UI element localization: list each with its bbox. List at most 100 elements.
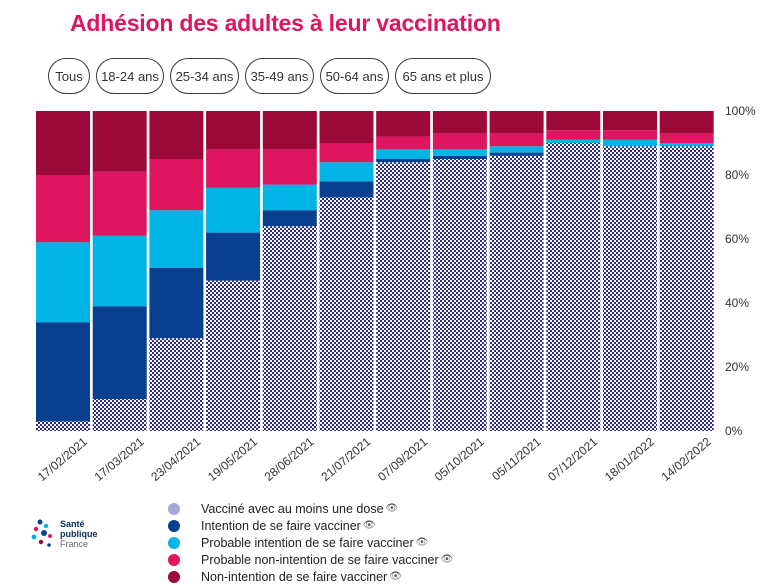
bar-segment-1-5[interactable]: [262, 226, 317, 431]
y-tick-label: 100%: [725, 104, 756, 118]
bar-segment-4-1[interactable]: [36, 175, 90, 243]
bar-segment-5-4[interactable]: [206, 111, 261, 150]
legend-label: Probable non-intention de se faire vacci…: [201, 552, 439, 567]
bar-segment-1-9[interactable]: [489, 155, 544, 432]
bar-segment-2-6[interactable]: [319, 181, 374, 198]
stacked-bar-chart: 0%20%40%60%80%100% 17/02/2021 17/03/2021 2…: [35, 104, 756, 484]
bar-segment-3-10[interactable]: [546, 139, 601, 143]
bar-segment-2-1[interactable]: [36, 322, 90, 422]
x-tick-label: 19/05/2021: [205, 434, 260, 484]
bar-segment-1-7[interactable]: [376, 162, 431, 431]
bar-segment-2-4[interactable]: [206, 232, 261, 281]
bar-segment-5-2[interactable]: [92, 111, 147, 172]
y-tick-label: 80%: [725, 168, 749, 182]
eye-icon[interactable]: 👁: [440, 554, 454, 565]
bar-segment-2-2[interactable]: [92, 306, 147, 399]
bar-segment-3-7[interactable]: [376, 149, 431, 159]
bar-segment-1-3[interactable]: [149, 338, 204, 431]
bar-segment-1-12[interactable]: [659, 146, 714, 431]
x-tick-label: 23/04/2021: [148, 434, 203, 484]
bar-segment-1-6[interactable]: [319, 197, 374, 431]
bar-segment-1-10[interactable]: [546, 143, 601, 431]
bar-segment-5-11[interactable]: [603, 111, 657, 131]
bar-segment-3-1[interactable]: [36, 242, 90, 323]
bar-segment-5-9[interactable]: [489, 111, 544, 134]
tab-50-64[interactable]: 50-64 ans: [320, 58, 389, 94]
legend-item-probable-non-intention[interactable]: Probable non-intention de se faire vacci…: [168, 551, 453, 568]
legend: Vacciné avec au moins une dose 👁 Intenti…: [168, 500, 453, 585]
legend-dot-icon: [168, 536, 180, 549]
x-tick-label: 18/01/2022: [602, 434, 657, 484]
bar-segment-3-3[interactable]: [149, 210, 204, 268]
chart-title: Adhésion des adultes à leur vaccination: [70, 10, 501, 36]
bar-segment-4-5[interactable]: [262, 149, 317, 185]
bar-segment-3-9[interactable]: [489, 146, 544, 153]
legend-dot-icon: [168, 502, 180, 515]
eye-icon[interactable]: 👁: [389, 571, 402, 582]
y-tick-label: 40%: [725, 296, 749, 310]
bar-segment-5-7[interactable]: [376, 111, 431, 137]
x-tick-label: 07/12/2021: [545, 434, 600, 484]
bar-segment-4-11[interactable]: [603, 130, 657, 140]
bar-segment-3-5[interactable]: [262, 184, 317, 211]
eye-icon[interactable]: 👁: [415, 537, 429, 548]
bar-segment-5-12[interactable]: [659, 111, 714, 134]
bar-segment-4-3[interactable]: [149, 159, 204, 211]
tab-35-49[interactable]: 35-49 ans: [245, 58, 314, 94]
bar-segment-4-4[interactable]: [206, 149, 261, 188]
bar-segment-4-8[interactable]: [432, 133, 487, 150]
bar-segment-4-2[interactable]: [92, 171, 147, 236]
tab-18-24[interactable]: 18-24 ans: [96, 58, 164, 94]
bar-segment-5-10[interactable]: [546, 111, 601, 131]
logo-text: Santé publique France: [60, 519, 98, 549]
bar-segment-4-7[interactable]: [376, 136, 431, 150]
bar-segment-4-12[interactable]: [659, 133, 714, 143]
y-tick-label: 0%: [725, 424, 743, 438]
bar-segment-5-8[interactable]: [432, 111, 487, 134]
bar-segment-3-4[interactable]: [206, 187, 261, 233]
bar-segment-2-8[interactable]: [432, 155, 487, 159]
bar-segment-2-3[interactable]: [149, 267, 204, 339]
bar-segment-1-4[interactable]: [206, 280, 261, 431]
bar-segment-2-9[interactable]: [489, 152, 544, 156]
bar-segment-3-2[interactable]: [92, 235, 147, 307]
tab-65-plus[interactable]: 65 ans et plus: [395, 58, 491, 94]
eye-icon[interactable]: 👁: [385, 503, 399, 514]
legend-label: Probable intention de se faire vacciner: [201, 535, 414, 550]
legend-item-probable-intention[interactable]: Probable intention de se faire vacciner …: [168, 534, 453, 551]
bar-segment-1-1[interactable]: [36, 421, 90, 431]
bar-segment-1-11[interactable]: [603, 146, 657, 431]
bar-segment-4-6[interactable]: [319, 143, 374, 163]
legend-dot-icon: [168, 519, 180, 532]
bar-segment-5-1[interactable]: [36, 111, 90, 175]
bar-segment-4-9[interactable]: [489, 133, 544, 147]
legend-dot-icon: [168, 553, 180, 566]
bar-segment-3-11[interactable]: [603, 139, 657, 147]
bar-segment-5-6[interactable]: [319, 111, 374, 143]
x-tick-label: 28/06/2021: [262, 434, 317, 484]
bar-segment-2-7[interactable]: [376, 159, 431, 163]
bar-segment-3-6[interactable]: [319, 162, 374, 182]
bar-segment-4-10[interactable]: [546, 130, 601, 140]
bar-segment-1-8[interactable]: [432, 159, 487, 431]
bar-segment-1-2[interactable]: [92, 399, 147, 431]
bar-segment-3-12[interactable]: [659, 143, 714, 147]
x-tick-label: 14/02/2022: [659, 434, 714, 484]
legend-item-vaccine[interactable]: Vacciné avec au moins une dose 👁: [168, 500, 453, 517]
sante-publique-france-logo: Santé publique France: [30, 517, 120, 557]
bar-segment-3-8[interactable]: [432, 149, 487, 156]
y-tick-label: 60%: [725, 232, 749, 246]
legend-label: Vacciné avec au moins une dose: [201, 501, 384, 516]
eye-icon[interactable]: 👁: [362, 520, 376, 531]
x-tick-label: 17/02/2021: [35, 434, 90, 484]
x-tick-label: 21/07/2021: [318, 434, 373, 484]
bar-segment-5-5[interactable]: [262, 111, 317, 150]
bar-segment-5-3[interactable]: [149, 111, 204, 159]
tab-25-34[interactable]: 25-34 ans: [170, 58, 239, 94]
legend-item-intention[interactable]: Intention de se faire vacciner 👁: [168, 517, 453, 534]
tab-tous[interactable]: Tous: [48, 58, 90, 94]
legend-item-non-intention[interactable]: Non-intention de se faire vacciner 👁: [168, 568, 453, 585]
legend-label: Non-intention de se faire vacciner: [201, 569, 388, 584]
x-tick-label: 17/03/2021: [92, 434, 147, 484]
bar-segment-2-5[interactable]: [262, 210, 317, 227]
